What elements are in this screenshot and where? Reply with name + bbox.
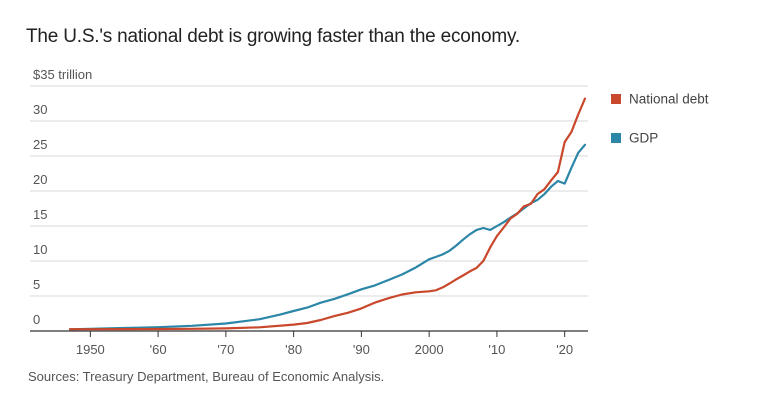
legend-swatch <box>611 94 621 104</box>
y-tick-label: 15 <box>33 207 47 222</box>
x-tick-label: '10 <box>488 342 505 357</box>
x-tick-label: '20 <box>556 342 573 357</box>
x-tick-label: 1950 <box>76 342 105 357</box>
legend-swatch <box>611 133 621 143</box>
series-line-gdp <box>68 143 587 331</box>
y-tick-label: 0 <box>33 312 40 327</box>
y-axis-ticks: $35 trillion 30 25 20 15 10 5 0 <box>33 67 92 327</box>
series-line-national-debt <box>68 97 587 331</box>
y-tick-label: $35 trillion <box>33 67 92 82</box>
x-tick-label: '60 <box>150 342 167 357</box>
legend: National debt GDP <box>611 92 709 146</box>
x-tick-label: '90 <box>353 342 370 357</box>
x-tick-label: 2000 <box>415 342 444 357</box>
y-tick-label: 25 <box>33 137 47 152</box>
legend-label: GDP <box>629 131 658 146</box>
series-lines <box>68 97 587 331</box>
legend-label: National debt <box>629 92 709 107</box>
chart-title: The U.S.'s national debt is growing fast… <box>26 26 520 47</box>
x-tick-label: '70 <box>217 342 234 357</box>
x-tick-label: '80 <box>285 342 302 357</box>
x-axis-ticks: 1950 '60 '70 '80 '90 2000 '10 '20 <box>76 331 573 357</box>
y-tick-label: 5 <box>33 277 40 292</box>
y-tick-label: 20 <box>33 172 47 187</box>
y-tick-label: 30 <box>33 102 47 117</box>
grid-lines <box>30 85 588 332</box>
y-tick-label: 10 <box>33 242 47 257</box>
source-note: Sources: Treasury Department, Bureau of … <box>28 369 385 384</box>
